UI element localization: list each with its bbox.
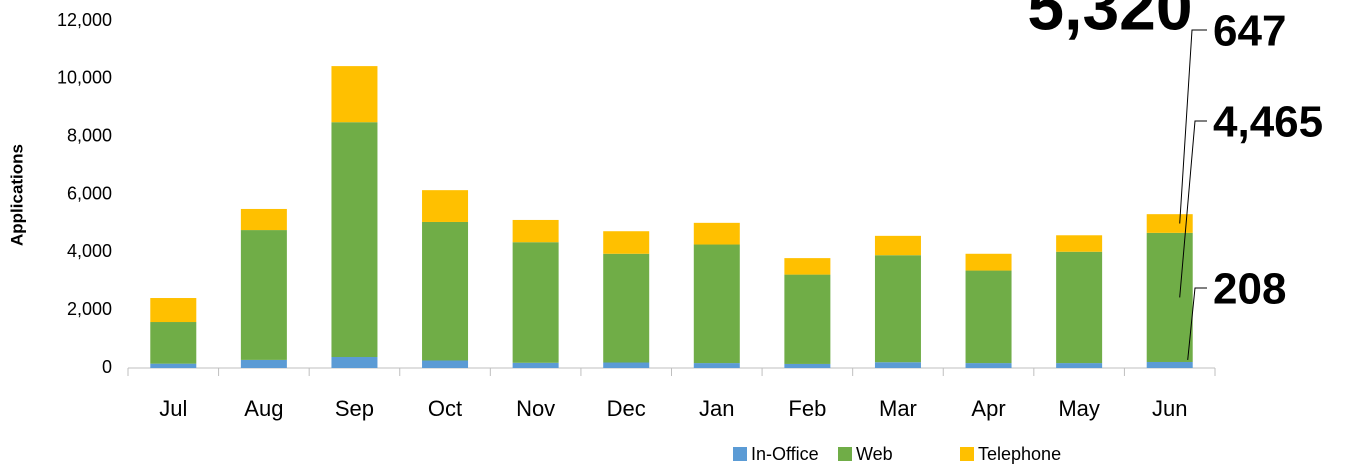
bar-segment <box>693 244 740 364</box>
y-tick-label: 10,000 <box>57 68 112 88</box>
annotation: 5,320 <box>1027 0 1192 43</box>
legend-label: Telephone <box>978 444 1061 464</box>
y-tick-label: 2,000 <box>67 299 112 319</box>
bar-segment <box>603 253 650 363</box>
bar-segment <box>1146 361 1193 368</box>
bar-segment <box>603 362 650 368</box>
bar-segment <box>422 221 469 361</box>
legend-swatch <box>838 447 852 461</box>
bar-segment <box>1146 232 1193 362</box>
bar-segment <box>331 357 378 368</box>
bar-segment <box>240 230 287 360</box>
bar-segment <box>693 222 740 245</box>
bar-segment <box>422 360 469 368</box>
bar-segment <box>784 274 831 364</box>
bar-segment <box>1056 251 1103 364</box>
x-tick-label: Oct <box>428 396 462 421</box>
annotation: 208 <box>1213 265 1286 314</box>
x-tick-label: Jun <box>1152 396 1187 421</box>
bar-segment <box>603 231 650 254</box>
leader-line <box>1179 120 1207 298</box>
bar-segment <box>422 190 469 222</box>
y-axis-title: Applications <box>7 144 26 246</box>
legend-swatch <box>733 447 747 461</box>
x-tick-label: Aug <box>244 396 283 421</box>
bar-segment <box>1056 363 1103 368</box>
bar-segment <box>784 363 831 368</box>
bar-segment <box>512 219 559 243</box>
y-tick-label: 0 <box>102 357 112 377</box>
legend-swatch <box>960 447 974 461</box>
bar-segment <box>331 122 378 358</box>
legend-label: In-Office <box>751 444 819 464</box>
annotation: 4,465 <box>1213 98 1323 147</box>
bar-segment <box>1056 235 1103 252</box>
y-tick-label: 6,000 <box>67 183 112 203</box>
bar-segment <box>150 363 197 368</box>
bar-segment <box>240 208 287 231</box>
bar-segment <box>965 363 1012 368</box>
bar-segment <box>874 362 921 368</box>
bar-segment <box>965 253 1012 271</box>
bar-segment <box>784 258 831 275</box>
annotation: 647 <box>1213 7 1286 56</box>
bar-segment <box>150 298 197 323</box>
bar-segment <box>874 255 921 363</box>
leader-line <box>1179 29 1207 224</box>
y-tick-label: 8,000 <box>67 125 112 145</box>
x-tick-label: Sep <box>335 396 374 421</box>
bar-segment <box>512 242 559 363</box>
bar-segment <box>331 66 378 123</box>
x-tick-label: Apr <box>971 396 1005 421</box>
y-tick-label: 12,000 <box>57 10 112 30</box>
x-tick-label: Mar <box>879 396 917 421</box>
bar-segment <box>965 270 1012 364</box>
bar-segment <box>874 235 921 256</box>
y-tick-label: 4,000 <box>67 241 112 261</box>
bar-segment <box>1146 214 1193 233</box>
leader-line <box>1187 287 1207 361</box>
x-tick-label: May <box>1058 396 1100 421</box>
bar-segment <box>512 362 559 368</box>
x-tick-label: Feb <box>788 396 826 421</box>
bar-segment <box>240 359 287 368</box>
x-tick-label: Jul <box>159 396 187 421</box>
legend-label: Web <box>856 444 893 464</box>
x-tick-label: Jan <box>699 396 734 421</box>
x-tick-label: Nov <box>516 396 555 421</box>
bar-segment <box>150 322 197 364</box>
bar-segment <box>693 363 740 368</box>
x-tick-label: Dec <box>607 396 646 421</box>
